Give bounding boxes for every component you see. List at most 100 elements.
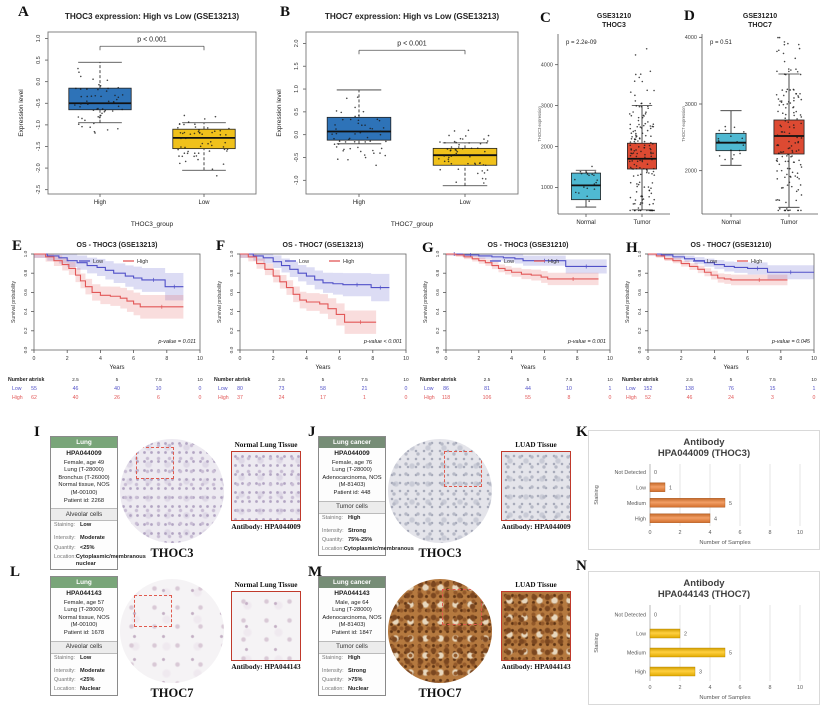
svg-text:1: 1 <box>609 386 612 392</box>
svg-text:8: 8 <box>576 356 579 362</box>
svg-text:10: 10 <box>156 386 162 392</box>
inset-caption: Antibody: HPA044143 <box>501 663 571 671</box>
svg-text:81: 81 <box>484 386 490 392</box>
svg-text:Expression level: Expression level <box>18 89 25 137</box>
svg-text:0: 0 <box>647 377 650 383</box>
svg-text:0: 0 <box>33 377 36 383</box>
svg-text:0.6: 0.6 <box>435 289 441 296</box>
svg-text:15: 15 <box>770 386 776 392</box>
svg-text:-2.0: -2.0 <box>36 163 42 172</box>
svg-text:Low: Low <box>12 386 22 392</box>
svg-text:5: 5 <box>527 377 530 383</box>
svg-text:40: 40 <box>114 386 120 392</box>
svg-text:1.0: 1.0 <box>23 250 29 257</box>
svg-text:THOC7 expression: THOC7 expression <box>681 106 686 142</box>
svg-text:Low: Low <box>707 259 717 265</box>
svg-text:THOC3 expression: High vs Low: THOC3 expression: High vs Low (GSE13213) <box>65 12 240 21</box>
km-plot-os-thoc7-gse31210: OS - THOC7 (GSE31210) 1.0 0.8 0.6 0.4 0.2 0.0 0… <box>622 242 817 401</box>
svg-text:Number at risk: Number at risk <box>214 377 250 383</box>
svg-text:0.0: 0.0 <box>36 78 42 86</box>
svg-text:106: 106 <box>483 395 492 401</box>
svg-text:Number of Samples: Number of Samples <box>699 540 750 546</box>
svg-text:Low: Low <box>636 632 646 638</box>
svg-text:3000: 3000 <box>541 103 553 109</box>
svg-text:Years: Years <box>723 365 738 371</box>
svg-text:2.5: 2.5 <box>484 377 491 383</box>
svg-text:7.5: 7.5 <box>361 377 368 383</box>
svg-text:0: 0 <box>199 395 202 401</box>
svg-text:0.0: 0.0 <box>294 131 300 139</box>
svg-text:10: 10 <box>811 377 817 383</box>
svg-text:10: 10 <box>197 356 203 362</box>
svg-text:17: 17 <box>320 395 326 401</box>
svg-text:THOC3_group: THOC3_group <box>131 221 174 228</box>
svg-text:6: 6 <box>338 356 341 362</box>
svg-text:76: 76 <box>728 386 734 392</box>
svg-text:6: 6 <box>543 356 546 362</box>
svg-text:152: 152 <box>644 386 653 392</box>
boxplot-thoc7-gse31210: GSE31210 THOC7 2000 3000 4000 Normal Tumor p = … <box>681 13 818 226</box>
panel-letter-e: E <box>12 238 23 254</box>
svg-text:3: 3 <box>771 395 774 401</box>
svg-text:p-value = 0.001: p-value = 0.001 <box>567 339 606 345</box>
svg-text:High: High <box>343 259 354 265</box>
svg-text:THOC3: THOC3 <box>602 22 626 29</box>
svg-text:High: High <box>751 259 762 265</box>
cell-type-header: Tumor cells <box>319 640 385 654</box>
svg-text:0.5: 0.5 <box>36 56 42 64</box>
attr-intensity: Intensity: Strong <box>322 527 367 534</box>
svg-text:2: 2 <box>477 356 480 362</box>
svg-text:Low: Low <box>424 386 434 392</box>
antibody-id: HPA044009 <box>66 450 102 458</box>
card-line: Lung (T-28000) <box>332 467 372 474</box>
card-line: Lung (T-28000) <box>64 467 104 474</box>
svg-text:62: 62 <box>31 395 37 401</box>
svg-text:8: 8 <box>769 530 772 536</box>
svg-text:2: 2 <box>684 632 687 638</box>
inset-caption: Antibody: HPA044143 <box>231 663 301 671</box>
card-header: Lung <box>51 577 117 589</box>
svg-text:44: 44 <box>525 386 531 392</box>
panel-letter-i: I <box>34 424 40 440</box>
inset-caption: Antibody: HPA044009 <box>501 523 571 531</box>
card-line: Patient id: 2268 <box>63 497 105 504</box>
svg-text:2: 2 <box>679 685 682 691</box>
card-line: Patient id: 1847 <box>331 630 373 637</box>
svg-text:0: 0 <box>649 530 652 536</box>
panel-letter-j: J <box>308 424 316 440</box>
svg-text:Not Detected: Not Detected <box>615 470 646 476</box>
card-line: Male, age 64 <box>335 599 369 606</box>
svg-text:p = 2.2e-09: p = 2.2e-09 <box>566 40 597 46</box>
svg-text:Low: Low <box>626 386 636 392</box>
svg-text:8: 8 <box>779 356 782 362</box>
svg-text:1.0: 1.0 <box>637 250 643 257</box>
attr-location: Location: Nuclear <box>54 686 101 693</box>
svg-text:High: High <box>12 395 23 401</box>
boxplot-thoc3-gse31210: GSE31210 THOC3 1000 2000 3000 4000 Normal Tumor… <box>537 13 670 226</box>
svg-text:55: 55 <box>525 395 531 401</box>
svg-text:10: 10 <box>607 377 613 383</box>
svg-text:-1.5: -1.5 <box>36 142 42 151</box>
protein-label: THOC7 <box>418 686 462 700</box>
svg-text:High: High <box>94 200 106 206</box>
antibody-id: HPA044143 <box>334 590 370 598</box>
protein-label: THOC7 <box>150 686 194 700</box>
svg-text:6: 6 <box>157 395 160 401</box>
inset-title: LUAD Tissue <box>515 581 557 589</box>
hpa-card-tumor-thoc3: Lung cancer HPA044009 Female, age 76 Lun… <box>318 436 414 556</box>
svg-text:26: 26 <box>114 395 120 401</box>
roi-marker <box>444 451 482 487</box>
antibody-id: HPA044143 <box>66 590 102 598</box>
svg-text:Low: Low <box>218 386 228 392</box>
inset-image <box>231 591 301 661</box>
svg-text:8: 8 <box>371 356 374 362</box>
svg-text:4: 4 <box>305 356 308 362</box>
svg-text:8: 8 <box>165 356 168 362</box>
svg-text:5: 5 <box>322 377 325 383</box>
svg-text:0: 0 <box>239 377 242 383</box>
svg-text:2.5: 2.5 <box>686 377 693 383</box>
inset-image <box>231 451 301 521</box>
svg-text:80: 80 <box>237 386 243 392</box>
svg-text:2.0: 2.0 <box>294 40 300 48</box>
